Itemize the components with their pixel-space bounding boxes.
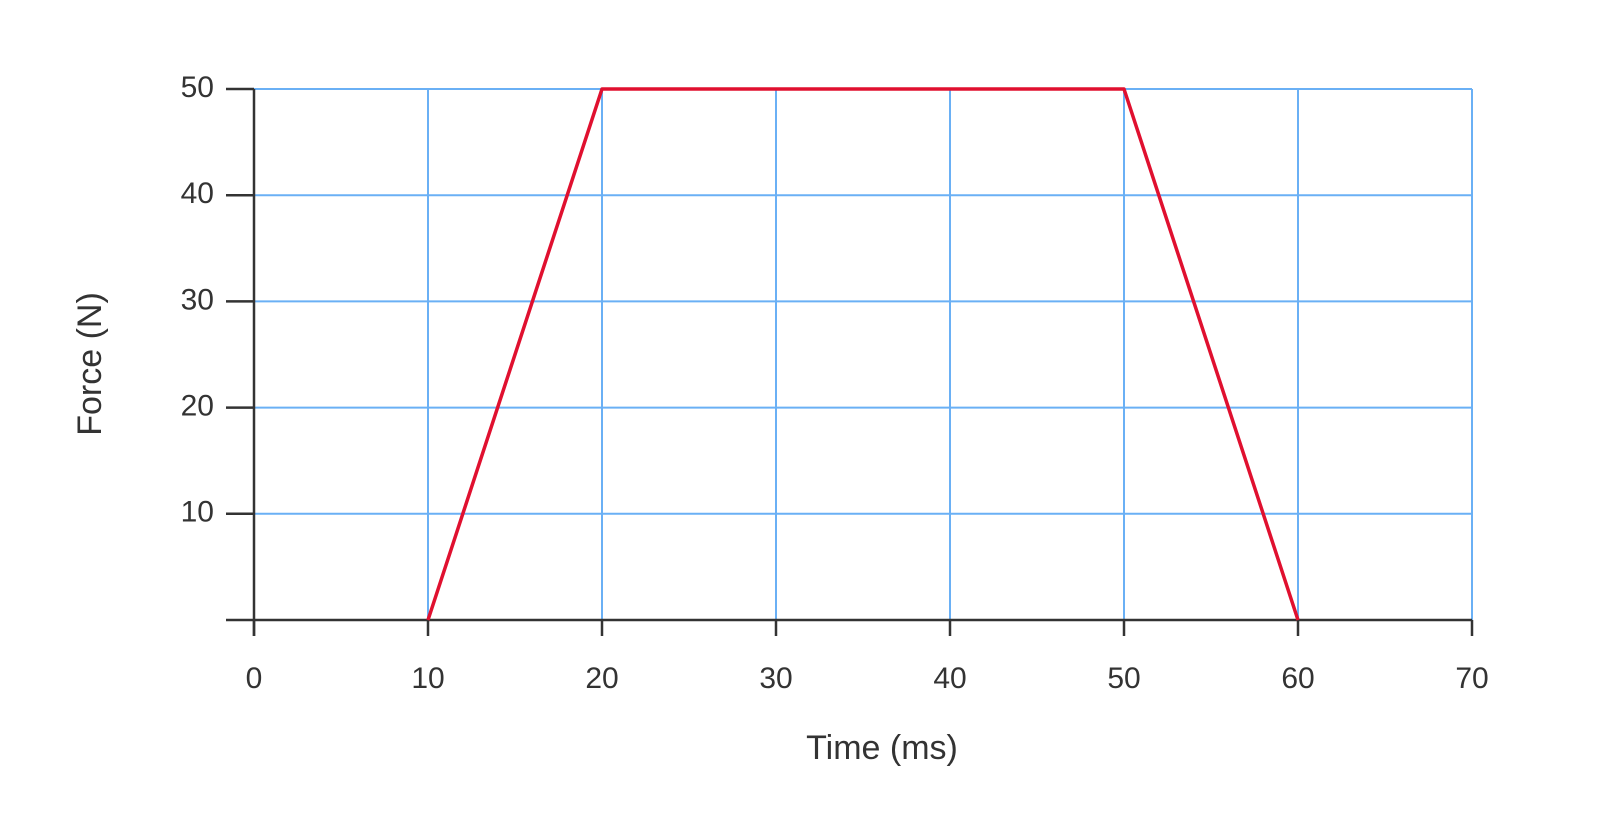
x-tick-label: 60 xyxy=(1281,662,1314,695)
y-tick-label: 20 xyxy=(181,390,214,423)
x-tick-label: 0 xyxy=(246,662,263,695)
x-axis-title: Time (ms) xyxy=(806,729,958,767)
x-tick-label: 70 xyxy=(1455,662,1488,695)
x-tick-label: 30 xyxy=(759,662,792,695)
x-tick-label: 10 xyxy=(411,662,444,695)
y-tick-label: 10 xyxy=(181,496,214,529)
y-tick-label: 30 xyxy=(181,283,214,316)
y-tick-label: 40 xyxy=(181,177,214,210)
y-tick-label: 50 xyxy=(181,71,214,104)
data-line xyxy=(426,87,1300,621)
y-axis-title: Force (N) xyxy=(71,292,109,436)
x-tick-label: 20 xyxy=(585,662,618,695)
x-tick-label: 50 xyxy=(1107,662,1140,695)
x-tick-label: 40 xyxy=(933,662,966,695)
